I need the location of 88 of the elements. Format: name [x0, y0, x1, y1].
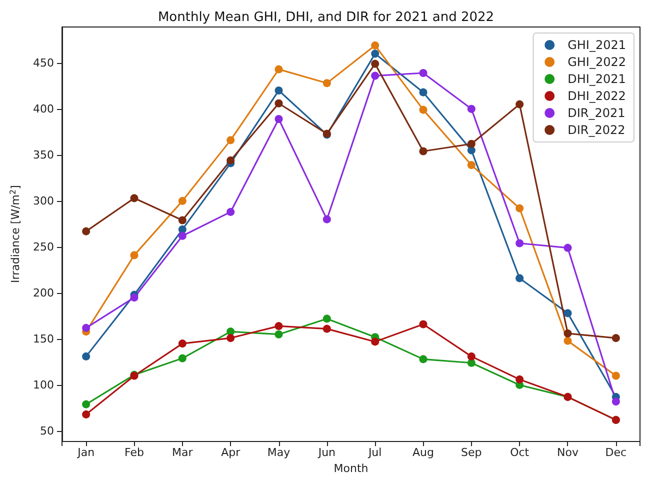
point — [371, 60, 380, 68]
point — [467, 161, 476, 170]
point — [564, 329, 572, 338]
point — [419, 88, 428, 96]
legend-label: DHI_2021 — [568, 72, 626, 86]
point — [419, 355, 428, 364]
point — [467, 352, 476, 360]
point — [274, 99, 283, 108]
point — [322, 79, 331, 88]
x-tick-label: Mar — [172, 446, 194, 460]
point — [371, 72, 380, 80]
x-axis-title: Month — [334, 462, 368, 475]
point — [226, 156, 235, 164]
legend-label: DHI_2022 — [568, 89, 626, 103]
point — [419, 320, 428, 328]
point — [130, 294, 138, 302]
legend-label: GHI_2022 — [568, 55, 626, 69]
point — [612, 334, 620, 342]
legend-label: GHI_2021 — [568, 38, 626, 52]
x-tick-label: Jun — [317, 446, 336, 460]
point — [130, 251, 138, 260]
point — [419, 147, 428, 156]
point — [516, 204, 524, 212]
y-tick-label: 250 — [33, 240, 54, 254]
point — [226, 208, 235, 216]
x-tick-label: Sep — [461, 446, 482, 460]
point — [516, 239, 524, 248]
point — [322, 215, 331, 224]
point — [516, 375, 524, 384]
point — [371, 338, 380, 346]
point — [322, 314, 331, 323]
y-axis-title: Irradiance [W/m2] — [8, 185, 22, 283]
chart-title: Monthly Mean GHI, DHI, and DIR for 2021 and 2022 — [158, 10, 494, 25]
point — [178, 340, 186, 348]
point — [274, 86, 283, 94]
point — [371, 41, 380, 50]
point — [467, 104, 476, 113]
x-tick-label: May — [267, 446, 291, 460]
y-tick-label: 100 — [33, 378, 54, 392]
point — [516, 100, 524, 108]
point — [467, 358, 476, 367]
legend-label: DIR_2022 — [568, 123, 626, 137]
y-tick-label: 150 — [33, 332, 54, 346]
point — [612, 398, 620, 406]
legend-label: DIR_2021 — [568, 106, 626, 120]
y-tick-label: 300 — [33, 194, 54, 208]
point — [467, 146, 476, 154]
y-tick-label: 50 — [40, 424, 54, 438]
y-tick-label: 200 — [33, 286, 54, 300]
point — [322, 324, 331, 333]
x-tick-label: Apr — [221, 446, 241, 460]
y-tick-label: 450 — [33, 56, 54, 70]
point — [419, 69, 428, 78]
point — [82, 410, 90, 418]
point — [371, 50, 380, 58]
point — [130, 194, 138, 202]
x-tick-label: Aug — [412, 446, 434, 460]
x-tick-label: Feb — [124, 446, 144, 460]
point — [419, 106, 428, 114]
point — [612, 372, 620, 380]
point — [516, 274, 524, 282]
point — [467, 140, 476, 148]
x-tick-label: Jan — [76, 446, 95, 460]
point — [178, 354, 186, 362]
point — [274, 330, 283, 338]
x-tick-label: Dec — [605, 446, 627, 460]
point — [564, 244, 572, 252]
point — [82, 352, 90, 360]
point — [274, 322, 283, 330]
point — [226, 136, 235, 144]
point — [226, 328, 235, 336]
point — [82, 400, 90, 408]
x-tick-label: Oct — [510, 446, 530, 460]
y-tick-label: 350 — [33, 148, 54, 162]
x-tick-label: Nov — [557, 446, 579, 460]
point — [82, 227, 90, 236]
point — [178, 216, 186, 224]
point — [178, 225, 186, 234]
point — [178, 196, 186, 205]
point — [178, 232, 186, 240]
point — [274, 115, 283, 124]
point — [274, 65, 283, 74]
point — [564, 309, 572, 318]
point — [82, 324, 90, 332]
y-tick-label: 400 — [33, 102, 54, 116]
x-tick-label: Jul — [367, 446, 382, 460]
point — [226, 334, 235, 342]
point — [564, 336, 572, 345]
